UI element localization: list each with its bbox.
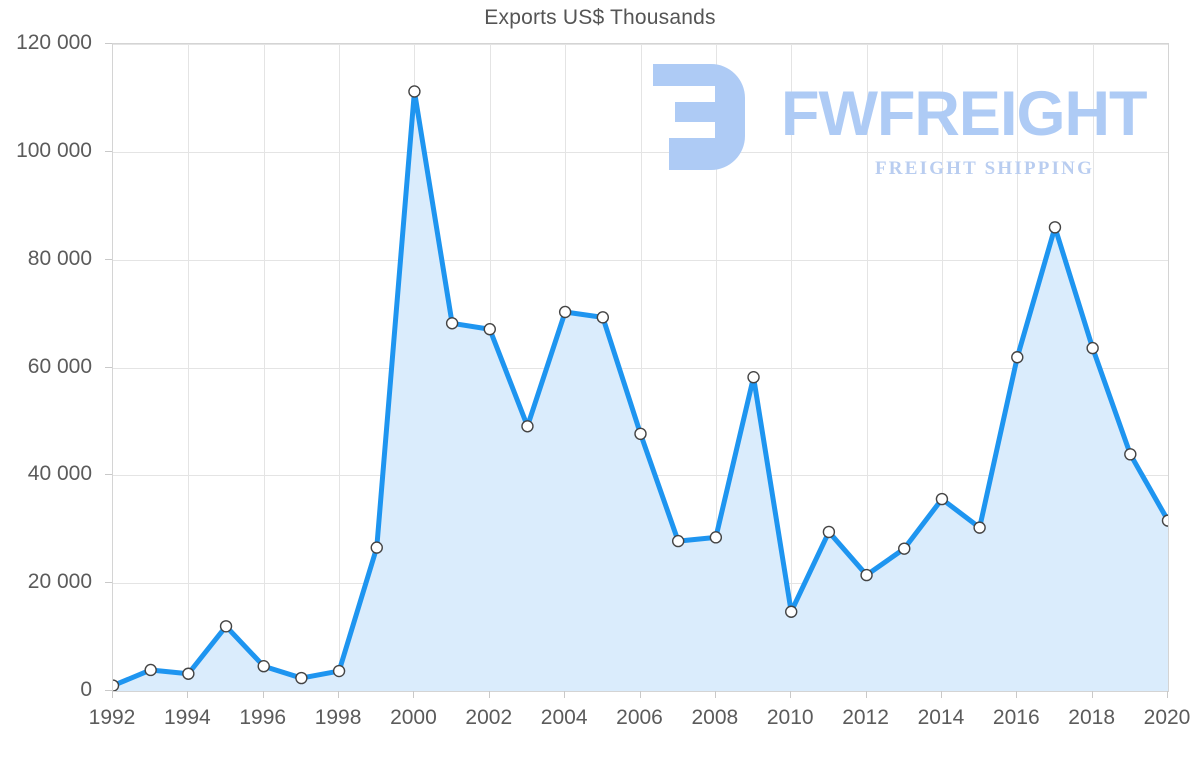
y-axis-tick-label: 120 000	[16, 31, 92, 54]
gridline-vertical	[188, 44, 190, 691]
x-axis-tick-label: 2004	[540, 706, 588, 729]
y-axis-tick-mark	[105, 474, 112, 476]
data-point-marker[interactable]	[935, 492, 949, 506]
x-axis-tick-mark	[1016, 691, 1018, 698]
x-axis-tick-mark	[639, 691, 641, 698]
data-point-marker[interactable]	[1161, 514, 1170, 527]
data-point-marker[interactable]	[709, 531, 723, 544]
gridline-vertical	[339, 44, 341, 691]
y-axis-tick-label: 0	[80, 678, 92, 701]
data-point-marker[interactable]	[370, 541, 383, 554]
data-point-marker[interactable]	[898, 542, 911, 555]
data-point-marker[interactable]	[747, 371, 760, 384]
gridline-vertical	[715, 44, 717, 691]
data-point-marker[interactable]	[112, 679, 120, 691]
y-axis-tick-label: 100 000	[16, 138, 92, 162]
x-axis-tick-label: 2006	[616, 706, 663, 729]
x-axis-tick-mark	[112, 691, 113, 698]
x-axis-tick-label: 2020	[1143, 706, 1191, 729]
x-axis-tick-mark	[1091, 691, 1093, 698]
x-axis-tick-label: 2008	[691, 706, 739, 729]
data-point-marker[interactable]	[295, 671, 308, 685]
x-axis-tick-label: 2016	[992, 706, 1040, 729]
y-axis-tick-mark	[105, 43, 112, 44]
data-point-marker[interactable]	[144, 663, 157, 677]
x-axis-tick-label: 2000	[390, 706, 437, 729]
x-axis-tick-mark	[940, 691, 942, 698]
y-axis-tick-mark	[105, 258, 112, 260]
x-axis-tick-label: 2018	[1068, 706, 1115, 729]
y-axis-tick-mark	[105, 582, 112, 584]
x-axis-tick-mark	[790, 691, 792, 698]
x-axis-tick-label: 1992	[88, 706, 136, 729]
gridline-vertical	[866, 44, 868, 691]
y-axis-tick-label: 20 000	[27, 570, 92, 594]
y-axis-tick-mark	[105, 366, 112, 368]
data-point-marker[interactable]	[1011, 351, 1024, 364]
x-axis-tick-label: 1994	[163, 706, 211, 729]
data-point-marker[interactable]	[445, 317, 459, 330]
gridline-vertical	[941, 44, 943, 691]
x-axis-tick-mark	[488, 691, 490, 698]
x-axis-tick-label: 2014	[917, 706, 965, 729]
x-axis-tick-mark	[262, 691, 264, 698]
x-axis-tick-label: 1998	[314, 706, 362, 729]
x-axis-tick-mark	[1167, 691, 1168, 698]
x-axis-tick-label: 2012	[842, 706, 889, 729]
y-axis-tick-label: 60 000	[27, 354, 92, 378]
data-point-marker[interactable]	[257, 659, 270, 673]
x-axis-tick-label: 2010	[766, 706, 814, 729]
data-point-marker[interactable]	[219, 620, 233, 633]
data-point-marker[interactable]	[671, 534, 685, 548]
y-axis-tick-mark	[105, 150, 112, 152]
data-point-marker[interactable]	[973, 521, 986, 534]
data-point-marker[interactable]	[483, 323, 496, 336]
series-area-fill	[113, 91, 1168, 691]
gridline-vertical	[791, 44, 793, 691]
gridline-vertical	[640, 44, 642, 691]
chart-title: Exports US$ Thousands	[484, 6, 716, 29]
plot-area	[112, 43, 1169, 692]
x-axis-tick-mark	[187, 691, 189, 698]
data-point-marker[interactable]	[1086, 341, 1099, 355]
x-axis-tick-mark	[413, 691, 415, 698]
x-axis-tick-mark	[564, 691, 566, 698]
y-axis-tick-label: 80 000	[27, 246, 92, 270]
data-point-marker[interactable]	[596, 311, 610, 324]
series-exports	[112, 85, 1170, 691]
data-point-marker[interactable]	[860, 568, 873, 582]
data-point-marker[interactable]	[182, 667, 195, 680]
data-point-marker[interactable]	[558, 305, 572, 319]
data-point-marker[interactable]	[1048, 221, 1062, 234]
data-point-marker[interactable]	[785, 605, 798, 618]
x-axis-tick-mark	[338, 691, 340, 698]
data-point-marker[interactable]	[634, 427, 647, 441]
gridline-vertical	[263, 44, 265, 691]
x-axis-tick-label: 1996	[239, 706, 287, 729]
data-point-marker[interactable]	[1124, 448, 1137, 461]
data-point-marker[interactable]	[822, 525, 836, 539]
y-axis-tick-mark	[105, 690, 112, 691]
y-axis-tick-label: 40 000	[27, 462, 92, 486]
x-axis-tick-mark	[865, 691, 867, 698]
x-axis-tick-label: 2002	[465, 706, 513, 729]
data-point-marker[interactable]	[408, 85, 421, 98]
data-point-marker[interactable]	[521, 420, 534, 433]
x-axis-tick-mark	[714, 691, 716, 698]
data-point-marker[interactable]	[332, 664, 346, 678]
